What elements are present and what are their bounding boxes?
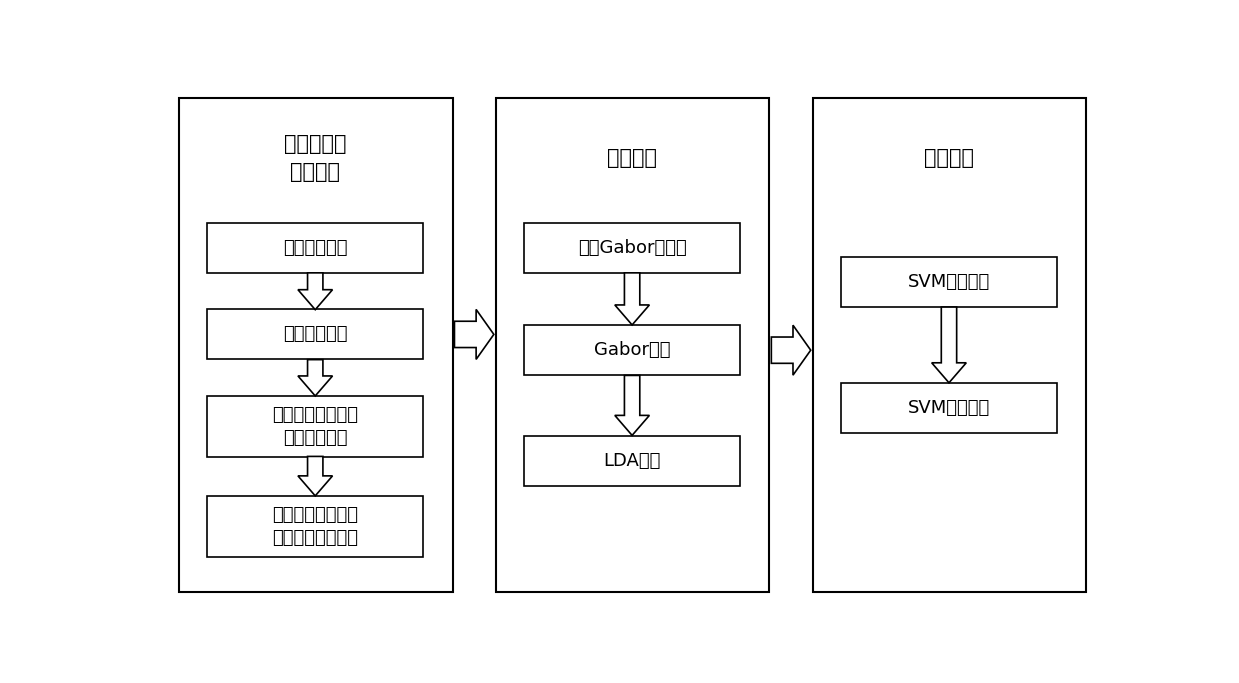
Text: 统计差分切片帧序
列能量构造能量图: 统计差分切片帧序 列能量构造能量图 [273, 505, 358, 547]
Polygon shape [455, 309, 494, 359]
Text: 特征提取: 特征提取 [607, 148, 657, 168]
Text: SVM训练模型: SVM训练模型 [908, 273, 990, 291]
Text: LDA降维: LDA降维 [603, 451, 660, 470]
Text: 构造差分切
片能量图: 构造差分切 片能量图 [284, 135, 347, 182]
Polygon shape [297, 273, 332, 309]
FancyBboxPatch shape [841, 257, 1057, 307]
FancyBboxPatch shape [207, 223, 424, 273]
Polygon shape [932, 307, 966, 382]
FancyBboxPatch shape [841, 383, 1057, 433]
FancyBboxPatch shape [207, 496, 424, 557]
Bar [813, 98, 1087, 592]
Text: 微表情帧序列: 微表情帧序列 [282, 238, 347, 257]
Polygon shape [772, 325, 810, 375]
Polygon shape [297, 360, 332, 396]
Text: Gabor变换: Gabor变换 [593, 342, 670, 359]
FancyBboxPatch shape [207, 396, 424, 457]
Polygon shape [615, 376, 649, 435]
Text: SVM分类预测: SVM分类预测 [908, 399, 990, 417]
Text: 计算微表情差分运
动切片帧序列: 计算微表情差分运 动切片帧序列 [273, 406, 358, 447]
Bar [178, 98, 452, 592]
FancyBboxPatch shape [524, 223, 740, 273]
FancyBboxPatch shape [524, 325, 740, 375]
Polygon shape [615, 273, 649, 325]
Text: 帧序列灰度化: 帧序列灰度化 [282, 325, 347, 344]
Text: 构造Gabor核函数: 构造Gabor核函数 [577, 238, 686, 257]
FancyBboxPatch shape [524, 436, 740, 486]
FancyBboxPatch shape [207, 309, 424, 359]
Bar [496, 98, 769, 592]
Text: 分类识别: 分类识别 [924, 148, 974, 168]
Polygon shape [297, 456, 332, 496]
